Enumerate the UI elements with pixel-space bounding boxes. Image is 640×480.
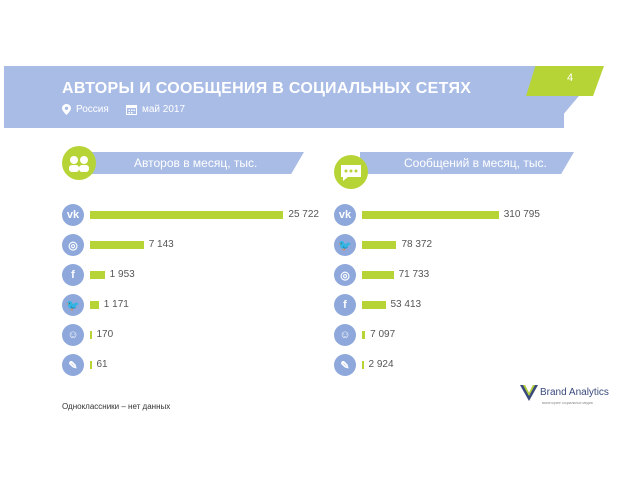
bar-row: vk 310 795	[334, 204, 634, 226]
bar-value-label: 25 722	[288, 209, 319, 220]
brand-logo-icon	[520, 385, 538, 401]
bar	[362, 331, 366, 339]
bar-value-label: 310 795	[503, 209, 540, 220]
moimir-icon: ☺	[334, 324, 356, 346]
instagram-icon: ◎	[334, 264, 356, 286]
bar-value-label: 53 413	[390, 299, 422, 310]
livejournal-icon: ✎	[62, 354, 84, 376]
brand-name: Brand Analytics	[540, 387, 609, 398]
period-label: май 2017	[126, 104, 185, 115]
bar	[362, 211, 499, 219]
bar	[90, 211, 284, 219]
bar-row: ◎ 71 733	[334, 264, 634, 286]
bar-row: vk 25 722	[62, 204, 362, 226]
bar	[90, 301, 99, 309]
bar-row: ✎ 2 924	[334, 354, 634, 376]
bar-row: ✎ 61	[62, 354, 362, 376]
facebook-icon: f	[334, 294, 356, 316]
bar-value-label: 61	[96, 359, 108, 370]
bar-value-label: 78 372	[401, 239, 433, 250]
region-text: Россия	[76, 104, 109, 115]
bar	[362, 361, 364, 369]
calendar-icon	[126, 105, 137, 115]
region-label: Россия	[62, 104, 109, 115]
authors-panel-header: Авторов в месяц, тыс.	[90, 152, 304, 174]
title-banner	[4, 66, 564, 128]
footnote: Одноклассники – нет данных	[62, 402, 171, 411]
bar-row: ◎ 7 143	[62, 234, 362, 256]
period-text: май 2017	[142, 104, 186, 115]
bar-row: ☺ 170	[62, 324, 362, 346]
page-title: АВТОРЫ И СООБЩЕНИЯ В СОЦИАЛЬНЫХ СЕТЯХ	[62, 80, 472, 97]
bar-row: f 53 413	[334, 294, 634, 316]
bar	[90, 331, 92, 339]
bar-value-label: 71 733	[398, 269, 430, 280]
page-number-tag	[526, 66, 604, 96]
bar-row: 🐦 78 372	[334, 234, 634, 256]
location-pin-icon	[62, 104, 71, 115]
page-number: 4	[566, 72, 574, 84]
moimir-icon: ☺	[62, 324, 84, 346]
authors-panel-title: Авторов в месяц, тыс.	[134, 156, 258, 170]
bar-value-label: 7 143	[148, 239, 174, 250]
bar	[362, 301, 386, 309]
messages-panel-title: Сообщений в месяц, тыс.	[404, 156, 547, 170]
instagram-icon: ◎	[62, 234, 84, 256]
bar	[90, 271, 105, 279]
bar-value-label: 170	[96, 329, 114, 340]
bar-value-label: 2 924	[368, 359, 394, 370]
authors-icon	[62, 146, 96, 180]
bar-row: 🐦 1 171	[62, 294, 362, 316]
vk-icon: vk	[62, 204, 84, 226]
bar	[362, 241, 397, 249]
bar-value-label: 1 171	[103, 299, 129, 310]
bar	[90, 361, 92, 369]
messages-icon	[334, 155, 368, 189]
brand-tagline: мониторинг социальных медиа	[542, 401, 593, 405]
bar-value-label: 7 097	[370, 329, 396, 340]
bar	[362, 271, 394, 279]
bar-row: ☺ 7 097	[334, 324, 634, 346]
twitter-icon: 🐦	[62, 294, 84, 316]
facebook-icon: f	[62, 264, 84, 286]
bar	[90, 241, 144, 249]
vk-icon: vk	[334, 204, 356, 226]
twitter-icon: 🐦	[334, 234, 356, 256]
messages-panel-header: Сообщений в месяц, тыс.	[360, 152, 574, 174]
bar-row: f 1 953	[62, 264, 362, 286]
bar-value-label: 1 953	[109, 269, 135, 280]
livejournal-icon: ✎	[334, 354, 356, 376]
